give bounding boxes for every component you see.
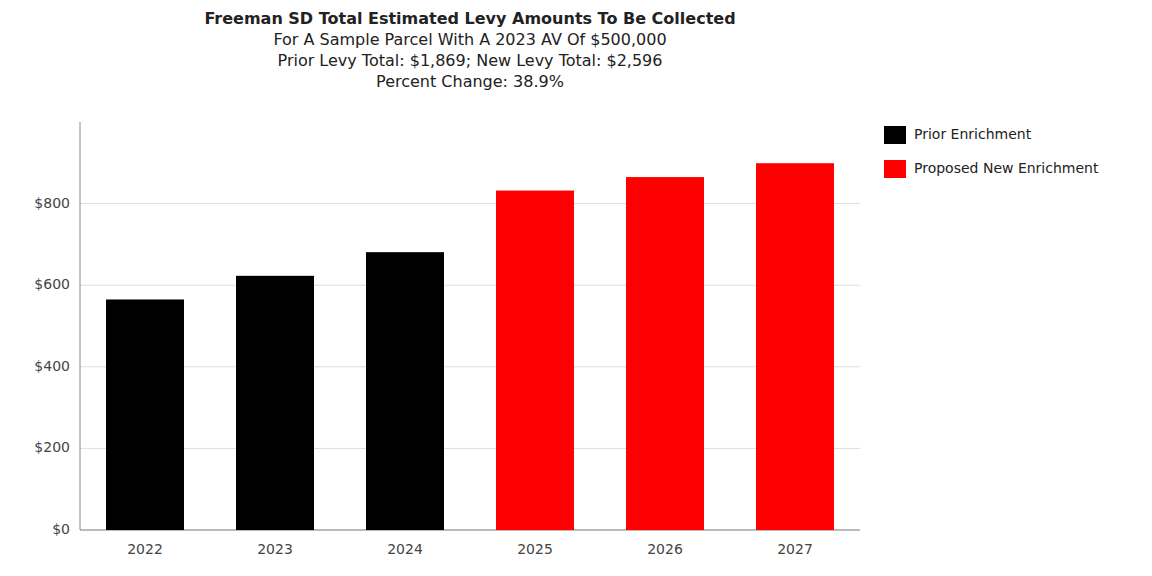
y-ticks: $0 $200 $400 $600 $800 xyxy=(34,195,70,537)
grid-line xyxy=(80,203,860,204)
x-ticks: 2022 2023 2024 2025 2026 2027 xyxy=(127,541,813,557)
grid-line xyxy=(80,285,860,286)
x-tick-label: 2026 xyxy=(647,541,683,557)
bar xyxy=(496,191,574,530)
x-tick-label: 2025 xyxy=(517,541,553,557)
bar xyxy=(106,299,184,530)
legend-label: Proposed New Enrichment xyxy=(914,160,1099,176)
legend-label: Prior Enrichment xyxy=(914,126,1032,142)
legend: Prior Enrichment Proposed New Enrichment xyxy=(884,126,1099,178)
legend-swatch xyxy=(884,160,906,178)
y-tick-label: $600 xyxy=(34,276,70,292)
legend-swatch xyxy=(884,126,906,144)
grid-line xyxy=(80,366,860,367)
x-axis-line xyxy=(80,530,860,531)
grid-line xyxy=(80,448,860,449)
grid-line xyxy=(80,530,860,531)
grid xyxy=(80,204,860,530)
x-tick-label: 2024 xyxy=(387,541,423,557)
bar xyxy=(236,276,314,530)
x-tick-label: 2023 xyxy=(257,541,293,557)
bar xyxy=(626,177,704,530)
x-tick-label: 2027 xyxy=(777,541,813,557)
bars xyxy=(106,163,834,530)
y-tick-label: $200 xyxy=(34,439,70,455)
chart-svg: Freeman SD Total Estimated Levy Amounts … xyxy=(0,0,1152,576)
x-tick-label: 2022 xyxy=(127,541,163,557)
bar xyxy=(756,163,834,530)
chart-title: For A Sample Parcel With A 2023 AV Of $5… xyxy=(273,30,666,49)
y-tick-label: $0 xyxy=(52,521,70,537)
chart-title: Percent Change: 38.9% xyxy=(376,72,564,91)
y-axis-line xyxy=(80,122,81,530)
bar xyxy=(366,252,444,530)
chart-title: Freeman SD Total Estimated Levy Amounts … xyxy=(204,9,735,28)
y-tick-label: $400 xyxy=(34,358,70,374)
chart-title: Prior Levy Total: $1,869; New Levy Total… xyxy=(278,51,663,70)
chart-container: Freeman SD Total Estimated Levy Amounts … xyxy=(0,0,1152,576)
y-tick-label: $800 xyxy=(34,195,70,211)
